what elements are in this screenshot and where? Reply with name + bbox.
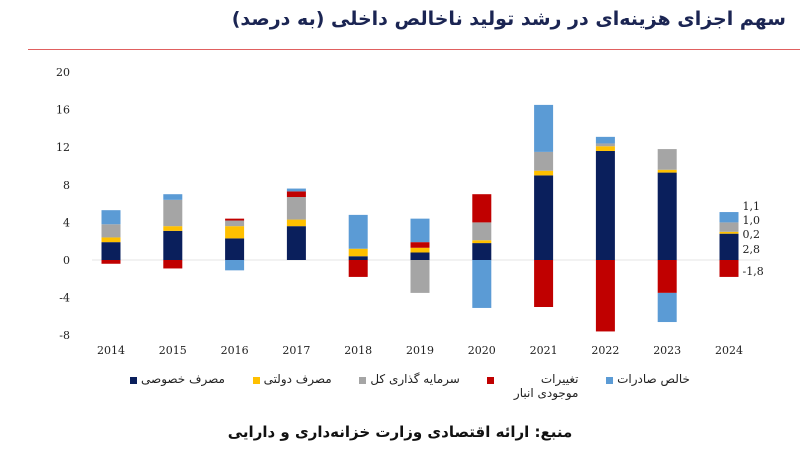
bar-segment	[225, 220, 245, 227]
y-tick-label: 0	[63, 254, 70, 267]
bar-segment	[348, 214, 368, 249]
bar-segment	[595, 150, 615, 260]
bar-segment	[472, 194, 492, 223]
bar-segment	[225, 238, 245, 260]
bar-segment	[225, 226, 245, 239]
y-tick-label: 4	[63, 216, 70, 229]
bar-segment	[410, 247, 430, 253]
bar-segment	[534, 104, 554, 152]
bar-segment	[286, 219, 306, 227]
bar-segment	[534, 175, 554, 260]
bar-segment	[163, 199, 183, 227]
bar-segment	[348, 260, 368, 277]
bar-segment	[410, 252, 430, 260]
bar-segment	[472, 240, 492, 244]
data-label: 1,0	[743, 214, 761, 227]
x-tick-label: 2023	[653, 344, 681, 357]
legend-item-private-consumption: مصرف خصوصی	[130, 372, 225, 400]
bar-segment	[163, 226, 183, 231]
bar-segment	[410, 260, 430, 293]
bar-segment	[534, 170, 554, 176]
bar-segment	[410, 218, 430, 243]
bar-segment	[225, 260, 245, 271]
bar-segment	[101, 210, 121, 225]
legend-swatch	[359, 377, 367, 384]
y-tick-label: 12	[56, 141, 70, 154]
bar-segment	[225, 218, 245, 221]
y-tick-label: -8	[59, 329, 70, 342]
bar-segment	[595, 136, 615, 144]
x-tick-label: 2017	[282, 344, 310, 357]
title-divider	[28, 49, 800, 50]
x-tick-label: 2022	[591, 344, 619, 357]
bar-segment	[163, 230, 183, 260]
source-note: منبع: ارائه اقتصادی وزارت خزانه‌داری و د…	[227, 423, 573, 441]
bar-segment	[410, 242, 430, 248]
bar-segment	[719, 260, 739, 277]
bar-segment	[472, 260, 492, 308]
x-tick-label: 2014	[97, 344, 125, 357]
bar-segment	[595, 146, 615, 151]
legend-item-net-exports: خالص صادرات	[606, 372, 690, 400]
bar-segment	[286, 191, 306, 198]
bar-segment	[286, 197, 306, 220]
x-tick-label: 2015	[159, 344, 187, 357]
legend-item-inventory-change: تغییرات موجودی انبار	[487, 372, 578, 400]
bar-segment	[719, 222, 739, 232]
bar-segment	[286, 226, 306, 260]
bar-segment	[595, 143, 615, 147]
bar-segment	[286, 188, 306, 192]
chart-title: سهم اجزای هزینه‌ای در رشد تولید ناخالص د…	[231, 8, 786, 30]
legend: مصرف خصوصی مصرف دولتی سرمایه گذاری کل تغ…	[130, 372, 690, 400]
bar-segment	[534, 260, 554, 307]
bar-segment	[719, 231, 739, 234]
bar-segment	[657, 260, 677, 293]
bar-segment	[719, 233, 739, 260]
bar-segment	[101, 224, 121, 238]
bar-segment	[348, 256, 368, 260]
legend-swatch	[130, 377, 137, 384]
bar-segment	[719, 212, 739, 223]
y-tick-label: 8	[63, 179, 70, 192]
x-tick-label: 2021	[530, 344, 558, 357]
legend-item-total-investment: سرمایه گذاری کل	[359, 372, 460, 400]
bar-segment	[101, 242, 121, 260]
y-tick-label: 16	[56, 104, 70, 117]
bar-segment	[101, 237, 121, 243]
legend-swatch	[252, 377, 260, 384]
stacked-bar-chart: -8 -4 0 4 8 12 16 20 2014 2015 2016 2017 2018 2019 202…	[56, 66, 764, 357]
x-tick-label: 2019	[406, 344, 434, 357]
bar-segment	[472, 243, 492, 260]
x-tick-label: 2016	[221, 344, 249, 357]
data-label: 0,2	[743, 228, 761, 241]
bar-segment	[595, 260, 615, 332]
legend-swatch	[606, 377, 614, 384]
bar-segment	[657, 169, 677, 173]
bar-segment	[101, 260, 121, 264]
bar-segment	[163, 260, 183, 269]
y-tick-label: 20	[56, 66, 70, 79]
y-tick-label: -4	[59, 292, 70, 305]
bar-segment	[657, 149, 677, 170]
bar-segment	[163, 194, 183, 200]
data-label: 2,8	[743, 243, 761, 256]
legend-swatch	[487, 377, 495, 384]
bar-segment	[657, 292, 677, 323]
bar-segment	[534, 151, 554, 171]
x-tick-label: 2024	[715, 344, 743, 357]
bar-segment	[348, 248, 368, 257]
data-label: 1,1	[743, 200, 761, 213]
bar-segment	[472, 222, 492, 241]
x-tick-label: 2018	[344, 344, 372, 357]
bar-segment	[657, 172, 677, 260]
legend-item-government-consumption: مصرف دولتی	[252, 372, 332, 400]
x-tick-label: 2020	[468, 344, 496, 357]
data-label: -1,8	[743, 265, 764, 278]
